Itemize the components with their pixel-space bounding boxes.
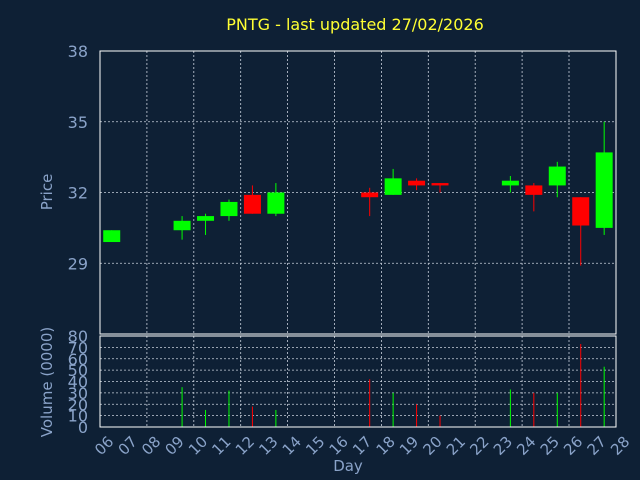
volume-panel-frame	[99, 335, 617, 428]
volume-tick-label: 30	[68, 384, 88, 403]
candle-body	[572, 197, 590, 226]
x-tick-label: 23	[490, 433, 516, 459]
candle-body	[595, 152, 613, 228]
price-axis-label: Price	[38, 174, 56, 211]
x-tick-label: 19	[396, 433, 422, 459]
tick-labels: 2932353801020304050607080060708091011121…	[68, 42, 634, 459]
price-tick-label: 38	[68, 42, 88, 61]
candle-body	[243, 194, 261, 214]
x-tick-label: 20	[419, 433, 445, 459]
x-tick-label: 06	[91, 433, 117, 459]
price-tick-label: 32	[68, 184, 88, 203]
x-tick-label: 24	[513, 433, 539, 459]
volume-tick-label: 20	[68, 395, 88, 414]
candles	[103, 121, 613, 266]
x-tick-label: 09	[161, 433, 187, 459]
plot-frames	[99, 50, 617, 428]
x-tick-label: 07	[115, 433, 141, 459]
x-tick-label: 27	[584, 433, 610, 459]
candle-body	[384, 178, 402, 195]
candle-body	[431, 183, 449, 186]
x-tick-label: 17	[349, 433, 375, 459]
x-tick-label: 18	[373, 433, 399, 459]
x-tick-label: 12	[232, 433, 258, 459]
x-tick-label: 22	[466, 433, 492, 459]
volume-tick-label: 0	[78, 418, 88, 437]
price-panel-frame	[99, 50, 617, 335]
x-tick-label: 15	[302, 433, 328, 459]
x-tick-label: 21	[443, 433, 469, 459]
candle-body	[501, 180, 519, 186]
price-tick-label: 35	[68, 113, 88, 132]
candle-body	[103, 230, 121, 243]
x-tick-label: 14	[279, 433, 305, 459]
candle-body	[220, 201, 238, 217]
volume-tick-label: 40	[68, 373, 88, 392]
x-tick-label: 28	[607, 433, 633, 459]
candle-body	[525, 185, 543, 195]
volume-tick-label: 70	[68, 338, 88, 357]
candle-body	[267, 192, 285, 214]
volume-tick-label: 10	[68, 407, 88, 426]
x-tick-label: 10	[185, 433, 211, 459]
volume-tick-label: 60	[68, 350, 88, 369]
chart-title: PNTG - last updated 27/02/2026	[226, 15, 484, 34]
x-tick-label: 11	[208, 433, 234, 459]
x-tick-label: 16	[326, 433, 352, 459]
x-tick-label: 13	[255, 433, 281, 459]
candle-body	[361, 192, 379, 198]
candle-body	[408, 180, 426, 186]
x-tick-label: 25	[537, 433, 563, 459]
grid-layer	[100, 51, 617, 427]
x-tick-label: 26	[560, 433, 586, 459]
candle-body	[197, 216, 215, 221]
candle-body	[548, 166, 566, 186]
price-tick-label: 29	[68, 254, 88, 273]
volume-bars	[181, 343, 605, 427]
volume-axis-label: Volume (0000)	[38, 327, 56, 437]
x-tick-label: 08	[138, 433, 164, 459]
volume-tick-label: 80	[68, 327, 88, 346]
candle-body	[173, 220, 191, 231]
x-axis-label: Day	[333, 457, 363, 475]
volume-tick-label: 50	[68, 361, 88, 380]
